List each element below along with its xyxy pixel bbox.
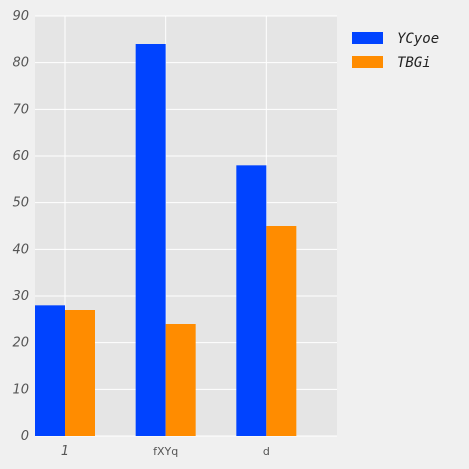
bars — [35, 44, 297, 437]
bar-YCyoe-fXYq — [135, 44, 166, 436]
bar-YCyoe-d — [236, 165, 267, 437]
x-tick-label: 1 — [61, 444, 69, 459]
legend: YCyoe TBGi — [352, 31, 439, 71]
y-tick-label: 60 — [12, 149, 29, 164]
y-tick-label: 10 — [12, 382, 29, 397]
x-axis-ticks: 1 fXYq d — [61, 444, 270, 459]
y-tick-label: 90 — [12, 9, 29, 24]
bar-TBGi-1 — [65, 310, 95, 436]
y-tick-label: 40 — [12, 242, 29, 257]
bar-TBGi-fXYq — [165, 324, 196, 436]
x-tick-label: d — [263, 445, 270, 458]
y-tick-label: 50 — [12, 196, 29, 211]
legend-label-TBGi: TBGi — [397, 55, 431, 71]
legend-label-YCyoe: YCyoe — [397, 31, 439, 47]
bar-TBGi-d — [266, 226, 297, 436]
y-axis-ticks: 0 10 20 30 40 50 60 70 80 90 — [12, 9, 29, 444]
x-tick-label: fXYq — [153, 445, 178, 458]
bar-YCyoe-1 — [35, 305, 65, 436]
legend-swatch-TBGi — [352, 56, 383, 68]
legend-swatch-YCyoe — [352, 32, 383, 44]
y-tick-label: 0 — [21, 429, 29, 444]
y-tick-label: 30 — [12, 289, 29, 304]
y-tick-label: 20 — [12, 336, 29, 351]
y-tick-label: 80 — [12, 56, 29, 71]
y-tick-label: 70 — [12, 102, 29, 117]
